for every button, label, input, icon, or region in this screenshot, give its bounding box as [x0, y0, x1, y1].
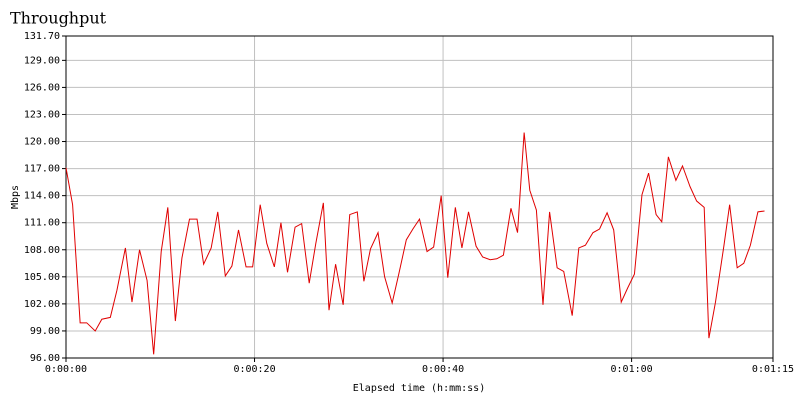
x-tick-label: 0:01:00 — [611, 364, 653, 375]
y-tick-label: 114.00 — [24, 191, 60, 202]
x-tick-label: 0:00:40 — [422, 364, 464, 375]
y-tick-label: 108.00 — [24, 245, 60, 256]
y-axis-label: Mbps — [10, 185, 21, 209]
plot-area — [65, 35, 774, 359]
y-tick-label: 105.00 — [24, 272, 60, 283]
plot-border — [65, 35, 774, 359]
y-tick-label: 120.00 — [24, 137, 60, 148]
chart-title: Throughput — [10, 9, 107, 28]
x-tick-label: 0:00:00 — [45, 364, 87, 375]
y-tick-label: 99.00 — [30, 326, 60, 337]
y-tick-label: 123.00 — [24, 109, 60, 120]
y-tick-label: 117.00 — [24, 164, 60, 175]
x-axis-label: Elapsed time (h:mm:ss) — [353, 383, 485, 394]
y-tick-label: 129.00 — [24, 55, 60, 66]
y-tick-label: 102.00 — [24, 299, 60, 310]
x-tick-label: 0:00:20 — [233, 364, 275, 375]
y-tick-label: 131.70 — [24, 31, 60, 42]
y-tick-label: 111.00 — [24, 218, 60, 229]
y-tick-label: 126.00 — [24, 82, 60, 93]
y-tick-label: 96.00 — [30, 353, 60, 364]
x-tick-label: 0:01:15 — [752, 364, 794, 375]
data-line — [65, 132, 765, 355]
